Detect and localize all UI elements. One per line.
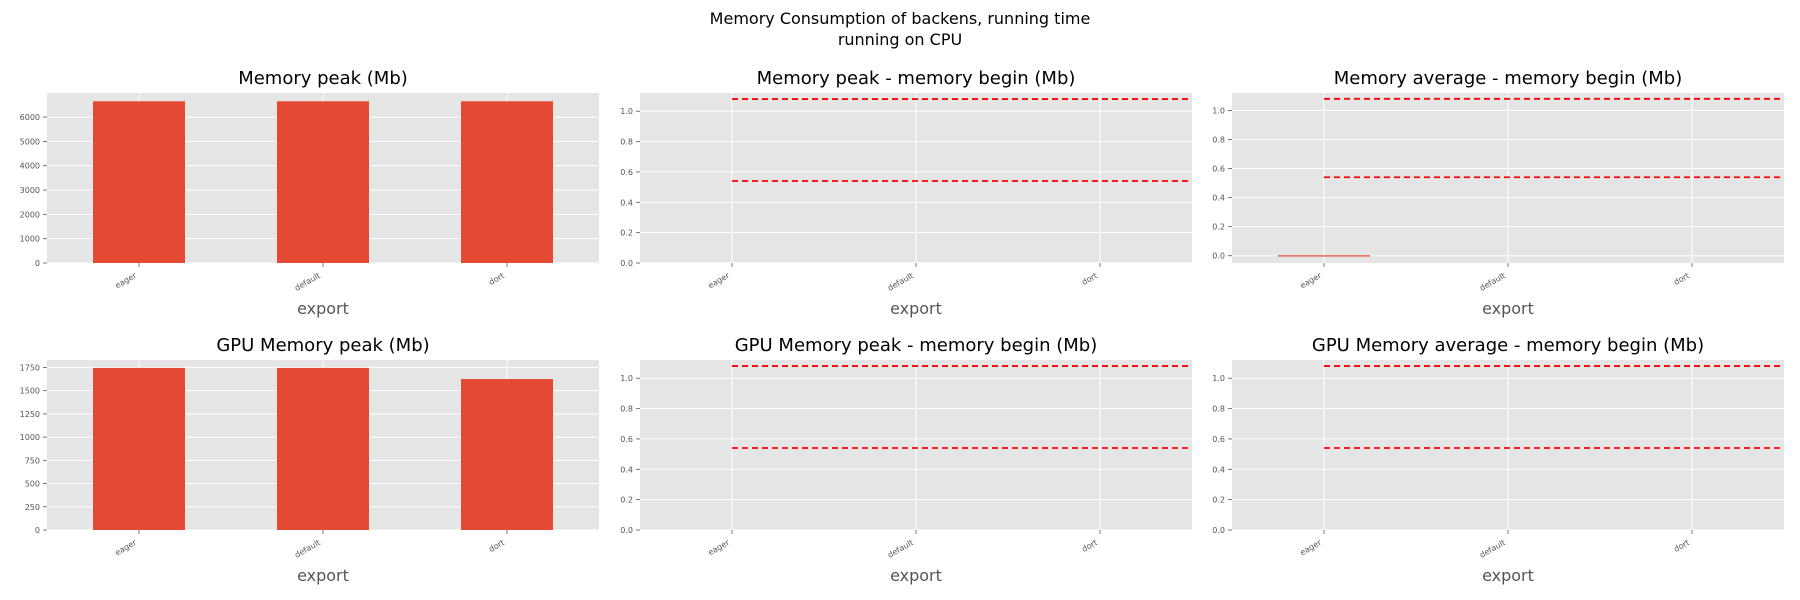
chart-6-ytick-label: 0.6 (1212, 435, 1225, 444)
chart-4-ytick-label: 1000 (20, 433, 40, 442)
chart-3-ytick-label: 0.6 (1212, 165, 1225, 174)
chart-3-ytick-label: 0.2 (1212, 223, 1225, 232)
chart-4-xlabel: export (297, 566, 349, 585)
chart-5-ytick-label: 0.2 (620, 496, 633, 505)
chart-2-ytick-label: 0.8 (620, 138, 633, 147)
chart-4-xtick-label: default (293, 538, 322, 560)
chart-3-xtick-label: default (1478, 271, 1507, 293)
chart-6-ytick-label: 0.0 (1212, 526, 1225, 535)
chart-6-ytick-label: 0.4 (1212, 465, 1225, 474)
chart-4-xtick-label: dort (487, 538, 506, 554)
chart-1-xtick-label: default (293, 271, 322, 293)
chart-2-ytick-label: 0.2 (620, 229, 633, 238)
chart-1-ytick-label: 4000 (20, 162, 40, 171)
chart-4-ytick-label: 250 (25, 503, 40, 512)
chart-3-ytick-label: 0.4 (1212, 194, 1225, 203)
chart-6-xtick-label: dort (1672, 538, 1691, 554)
chart-5-ytick-label: 0.8 (620, 405, 633, 414)
chart-4-ytick-label: 0 (35, 526, 40, 535)
chart-3-ytick-label: 1.0 (1212, 106, 1225, 115)
chart-4-bar (461, 379, 553, 530)
chart-5-xtick-label: eager (706, 538, 731, 558)
chart-1-bar (461, 101, 553, 264)
chart-6-title: GPU Memory average - memory begin (Mb) (1312, 335, 1704, 356)
chart-2-xtick-label: default (886, 271, 915, 293)
chart-1-ytick-label: 6000 (20, 113, 40, 122)
chart-1-ytick-label: 5000 (20, 137, 40, 146)
figure-suptitle-line2: running on CPU (837, 30, 963, 49)
chart-6-xtick-label: default (1478, 538, 1507, 560)
chart-1-xtick-label: eager (113, 271, 138, 291)
chart-4-ytick-label: 1250 (20, 410, 40, 419)
chart-2-title: Memory peak - memory begin (Mb) (757, 68, 1076, 89)
chart-5-ytick-label: 0.4 (620, 465, 633, 474)
chart-1-ytick-label: 0 (35, 259, 40, 268)
chart-2-ytick-label: 1.0 (620, 107, 633, 116)
chart-3-bar (1278, 255, 1370, 257)
chart-1-bar (93, 101, 185, 264)
figure-suptitle-line1: Memory Consumption of backens, running t… (709, 9, 1091, 28)
chart-1-bar (277, 101, 369, 264)
chart-3-xlabel: export (1482, 299, 1534, 318)
chart-3-ytick-label: 0.0 (1212, 252, 1225, 261)
chart-2-ytick-label: 0.4 (620, 198, 633, 207)
chart-3-ytick-label: 0.8 (1212, 135, 1225, 144)
chart-6-ytick-label: 1.0 (1212, 374, 1225, 383)
chart-4-ytick-label: 1750 (20, 363, 40, 372)
chart-2-ytick-label: 0.6 (620, 168, 633, 177)
chart-2-xlabel: export (890, 299, 942, 318)
chart-2-ytick-label: 0.0 (620, 259, 633, 268)
chart-6-xtick-label: eager (1298, 538, 1323, 558)
chart-1-ytick-label: 3000 (20, 186, 40, 195)
chart-4-bar (93, 367, 185, 530)
chart-6-xlabel: export (1482, 566, 1534, 585)
chart-5-ytick-label: 0.0 (620, 526, 633, 535)
chart-4-xtick-label: eager (113, 538, 138, 558)
chart-2-xtick-label: dort (1080, 271, 1099, 287)
chart-4-bar (277, 367, 369, 530)
chart-5-xtick-label: dort (1080, 538, 1099, 554)
chart-3-title: Memory average - memory begin (Mb) (1334, 68, 1683, 89)
chart-5-xtick-label: default (886, 538, 915, 560)
chart-4-title: GPU Memory peak (Mb) (216, 335, 429, 356)
chart-5-xlabel: export (890, 566, 942, 585)
chart-3-xtick-label: dort (1672, 271, 1691, 287)
chart-1-xlabel: export (297, 299, 349, 318)
chart-3-xtick-label: eager (1298, 271, 1323, 291)
chart-1-title: Memory peak (Mb) (238, 68, 408, 89)
chart-4-ytick-label: 750 (25, 456, 40, 465)
chart-2-xtick-label: eager (706, 271, 731, 291)
chart-5-title: GPU Memory peak - memory begin (Mb) (735, 335, 1098, 356)
chart-1-ytick-label: 2000 (20, 210, 40, 219)
chart-5-ytick-label: 0.6 (620, 435, 633, 444)
chart-4-ytick-label: 500 (25, 480, 40, 489)
chart-1-ytick-label: 1000 (20, 235, 40, 244)
chart-5-ytick-label: 1.0 (620, 374, 633, 383)
chart-1-xtick-label: dort (487, 271, 506, 287)
chart-6-ytick-label: 0.8 (1212, 405, 1225, 414)
chart-4-ytick-label: 1500 (20, 387, 40, 396)
chart-6-ytick-label: 0.2 (1212, 496, 1225, 505)
